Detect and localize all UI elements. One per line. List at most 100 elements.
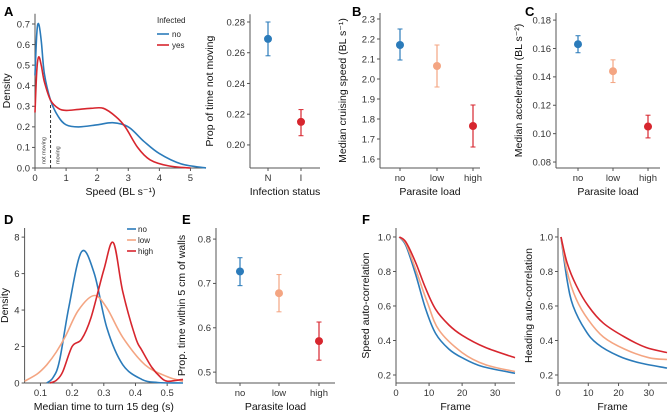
x-tick-label: 4 bbox=[157, 173, 162, 184]
y-tick-label: 1.8 bbox=[362, 114, 375, 125]
x-tick-label: low bbox=[606, 173, 620, 184]
x-tick-label: 5 bbox=[188, 173, 193, 184]
series-line-no bbox=[46, 249, 184, 384]
y-tick-label: 0.20 bbox=[227, 140, 246, 151]
data-point-low bbox=[433, 62, 441, 70]
y-axis-label: Density bbox=[1, 73, 13, 109]
panel-label-c: C bbox=[525, 4, 535, 19]
y-tick-label: 0.2 bbox=[540, 370, 553, 381]
x-tick-label: 20 bbox=[613, 388, 624, 399]
x-tick-label: 30 bbox=[644, 388, 655, 399]
data-point-no bbox=[574, 40, 582, 49]
data-point-N bbox=[264, 34, 272, 43]
legend-label-low: low bbox=[138, 236, 150, 245]
panel-label-f: F bbox=[362, 212, 370, 227]
x-tick-label: 10 bbox=[583, 388, 594, 399]
data-point-low bbox=[609, 67, 617, 76]
y-tick-label: 1.9 bbox=[362, 94, 375, 105]
legend-label-no: no bbox=[172, 30, 181, 39]
y-axis-label: Prop of time not moving bbox=[204, 36, 216, 147]
y-tick-label: 0.4 bbox=[378, 336, 391, 347]
x-tick-label: low bbox=[272, 388, 286, 399]
y-tick-label: 0.6 bbox=[540, 301, 553, 312]
y-tick-label: 2 bbox=[14, 342, 19, 353]
y-tick-label: 0.22 bbox=[227, 110, 246, 121]
not-moving-annotation: not moving bbox=[42, 137, 48, 164]
x-axis-label: Parasite load bbox=[399, 186, 460, 198]
x-axis-label: Speed (BL s⁻¹) bbox=[86, 186, 156, 198]
y-tick-label: 0.3 bbox=[17, 102, 30, 113]
y-tick-label: 0.6 bbox=[378, 301, 391, 312]
y-tick-label: 0.24 bbox=[227, 79, 246, 90]
x-tick-label: 0.4 bbox=[129, 388, 142, 399]
y-tick-label: 0.08 bbox=[533, 157, 552, 168]
x-tick-label: 10 bbox=[424, 388, 435, 399]
x-tick-label: 3 bbox=[126, 173, 131, 184]
y-tick-label: 0.2 bbox=[378, 370, 391, 381]
x-axis-label: Frame bbox=[597, 401, 627, 413]
data-point-low bbox=[275, 289, 283, 298]
y-tick-label: 2.2 bbox=[362, 34, 375, 45]
y-tick-label: 0.14 bbox=[533, 72, 552, 83]
x-axis-label: Frame bbox=[440, 401, 470, 413]
y-tick-label: 0.26 bbox=[227, 48, 246, 59]
x-tick-label: 0.3 bbox=[97, 388, 110, 399]
y-tick-label: 1.0 bbox=[378, 232, 391, 243]
y-tick-label: 1.7 bbox=[362, 134, 375, 145]
x-tick-label: I bbox=[300, 173, 303, 184]
series-line-2 bbox=[398, 236, 516, 359]
y-axis-label: Density bbox=[0, 287, 11, 323]
x-tick-label: high bbox=[464, 173, 482, 184]
legend-label-no: no bbox=[138, 225, 147, 234]
x-axis-label: Median time to turn 15 deg (s) bbox=[34, 401, 174, 413]
legend: Infected no yes bbox=[157, 16, 185, 50]
legend-label-yes: yes bbox=[172, 41, 184, 50]
y-tick-label: 2.1 bbox=[362, 54, 375, 65]
y-tick-label: 0.0 bbox=[17, 163, 30, 174]
x-tick-label: 0.1 bbox=[34, 388, 47, 399]
y-axis-label: Median cruising speed (BL s⁻¹) bbox=[337, 18, 349, 163]
chart-2: 1.6 1.7 1.8 1.9 2.0 2.1 2.2 2.3 no low high Parasit… bbox=[337, 13, 482, 198]
legend-label-high: high bbox=[138, 247, 153, 256]
y-tick-label: 1.0 bbox=[540, 232, 553, 243]
x-tick-label: 0.5 bbox=[161, 388, 174, 399]
x-axis-label: Parasite load bbox=[577, 186, 638, 198]
y-axis-label: Median acceleration (BL s⁻²) bbox=[513, 24, 525, 158]
x-tick-label: 20 bbox=[457, 388, 468, 399]
x-tick-label: no bbox=[235, 388, 246, 399]
data-point-no bbox=[236, 267, 244, 276]
y-tick-label: 0.8 bbox=[378, 267, 391, 278]
y-tick-label: 0.2 bbox=[17, 122, 30, 133]
y-tick-label: 6 bbox=[14, 269, 19, 280]
y-tick-label: 0 bbox=[14, 378, 19, 389]
data-point-high bbox=[469, 122, 477, 130]
x-tick-label: 1 bbox=[63, 173, 68, 184]
x-axis-label: Parasite load bbox=[245, 401, 306, 413]
series-line-2 bbox=[560, 236, 668, 354]
legend: no low high bbox=[127, 225, 153, 256]
chart-7: 0.2 0.4 0.6 0.8 1.0 0 10 20 30 Frame Heading auto-… bbox=[523, 228, 668, 413]
data-point-no bbox=[396, 41, 404, 49]
y-tick-label: 0.4 bbox=[540, 336, 553, 347]
legend-title: Infected bbox=[157, 16, 185, 25]
y-tick-label: 0.5 bbox=[198, 367, 211, 378]
x-tick-label: no bbox=[395, 173, 406, 184]
y-tick-label: 0.7 bbox=[198, 279, 211, 290]
x-tick-label: no bbox=[573, 173, 584, 184]
chart-0: 0.0 0.1 0.2 0.3 0.4 0.5 0.6 0.7 0 1 2 3 4 5 Speed (BL … bbox=[1, 13, 207, 198]
x-tick-label: N bbox=[265, 173, 272, 184]
x-tick-label: high bbox=[639, 173, 657, 184]
x-tick-label: 30 bbox=[490, 388, 501, 399]
y-tick-label: 1.6 bbox=[362, 154, 375, 165]
y-tick-label: 0.28 bbox=[227, 17, 246, 28]
chart-6: 0.2 0.4 0.6 0.8 1.0 0 10 20 30 Frame Speed auto-co… bbox=[360, 228, 516, 413]
x-tick-label: high bbox=[310, 388, 328, 399]
series-line-high bbox=[49, 241, 184, 384]
charts: 0.0 0.1 0.2 0.3 0.4 0.5 0.6 0.7 0 1 2 3 4 5 Speed (BL … bbox=[0, 13, 668, 413]
y-tick-label: 2.0 bbox=[362, 74, 375, 85]
y-tick-label: 8 bbox=[14, 232, 19, 243]
series-line-no bbox=[34, 22, 207, 169]
y-tick-label: 4 bbox=[14, 305, 19, 316]
data-point-I bbox=[297, 117, 305, 126]
